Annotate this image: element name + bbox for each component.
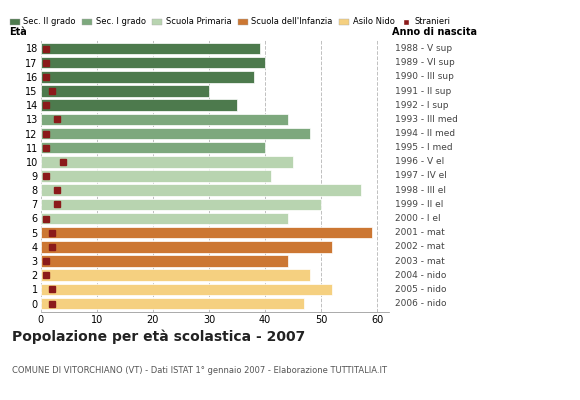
Text: 1998 - III el: 1998 - III el — [395, 186, 446, 195]
Bar — [41, 85, 209, 97]
Text: 1990 - III sup: 1990 - III sup — [395, 72, 454, 81]
Bar — [41, 241, 332, 253]
Text: 2002 - mat: 2002 - mat — [395, 242, 445, 251]
Bar — [41, 255, 288, 267]
Text: 1988 - V sup: 1988 - V sup — [395, 44, 452, 53]
Legend: Sec. II grado, Sec. I grado, Scuola Primaria, Scuola dell'Infanzia, Asilo Nido, : Sec. II grado, Sec. I grado, Scuola Prim… — [10, 18, 451, 26]
Bar — [41, 284, 332, 295]
Bar — [41, 71, 254, 83]
Bar — [41, 114, 288, 125]
Text: 1993 - III med: 1993 - III med — [395, 115, 458, 124]
Text: 2005 - nido: 2005 - nido — [395, 285, 447, 294]
Text: 1992 - I sup: 1992 - I sup — [395, 101, 449, 110]
Text: 1996 - V el: 1996 - V el — [395, 157, 444, 166]
Bar — [41, 128, 310, 139]
Text: Età: Età — [9, 27, 27, 37]
Text: 1995 - I med: 1995 - I med — [395, 143, 453, 152]
Bar — [41, 213, 288, 224]
Bar — [41, 43, 259, 54]
Text: 1989 - VI sup: 1989 - VI sup — [395, 58, 455, 67]
Text: Popolazione per età scolastica - 2007: Popolazione per età scolastica - 2007 — [12, 330, 305, 344]
Bar — [41, 142, 265, 154]
Text: 2004 - nido: 2004 - nido — [395, 271, 447, 280]
Text: 1994 - II med: 1994 - II med — [395, 129, 455, 138]
Text: 2006 - nido: 2006 - nido — [395, 299, 447, 308]
Bar — [41, 57, 265, 68]
Bar — [41, 184, 361, 196]
Bar — [41, 227, 372, 238]
Text: 2000 - I el: 2000 - I el — [395, 214, 441, 223]
Bar — [41, 99, 237, 111]
Text: 2001 - mat: 2001 - mat — [395, 228, 445, 237]
Text: 2003 - mat: 2003 - mat — [395, 256, 445, 266]
Text: 1999 - II el: 1999 - II el — [395, 200, 444, 209]
Text: 1997 - IV el: 1997 - IV el — [395, 172, 447, 180]
Text: Anno di nascita: Anno di nascita — [392, 27, 477, 37]
Text: 1991 - II sup: 1991 - II sup — [395, 86, 451, 96]
Bar — [41, 156, 293, 168]
Bar — [41, 198, 321, 210]
Bar — [41, 269, 310, 281]
Bar — [41, 298, 305, 309]
Bar — [41, 170, 271, 182]
Text: COMUNE DI VITORCHIANO (VT) - Dati ISTAT 1° gennaio 2007 - Elaborazione TUTTITALI: COMUNE DI VITORCHIANO (VT) - Dati ISTAT … — [12, 366, 387, 375]
